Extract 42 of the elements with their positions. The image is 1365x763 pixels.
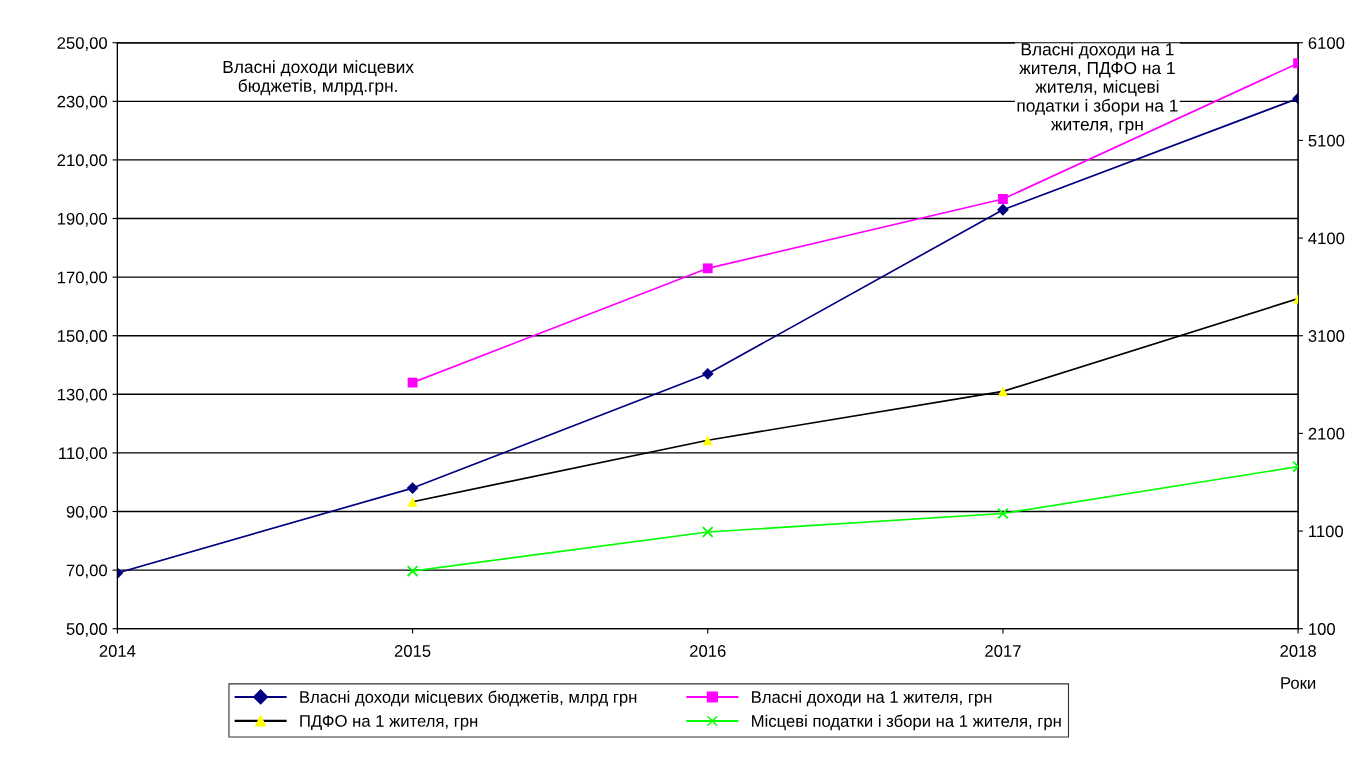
x-tick-label: 2018 — [1280, 645, 1316, 657]
y-tick-label: 130,00 — [57, 388, 108, 403]
x-tick-label: 2014 — [99, 645, 136, 657]
y-tick-label: 70,00 — [66, 564, 108, 579]
legend-label: Місцеві податки і збори на 1 жителя, грн — [752, 714, 1061, 731]
point — [701, 367, 714, 380]
y-tick-label: 210,00 — [57, 154, 108, 169]
legend-label: Власні доходи на 1 жителя, грн — [752, 690, 992, 707]
x-tick-label: 2015 — [394, 645, 431, 657]
point — [701, 526, 714, 538]
y-tick-label: 50,00 — [66, 623, 108, 637]
point — [998, 386, 1008, 397]
legend-label: ПДФО на 1 жителя, грн — [300, 715, 478, 731]
point — [702, 263, 713, 274]
y-tick-label: 90,00 — [66, 505, 108, 520]
y2-tick-label: 6100 — [1308, 37, 1345, 49]
y2-tick-label: 100 — [1309, 623, 1335, 635]
legend-label: Власні доходи місцевих бюджетів, млрд грн — [300, 690, 637, 707]
point — [406, 565, 419, 577]
point — [406, 482, 419, 494]
point — [702, 435, 713, 446]
x-tick-label: 2017 — [985, 645, 1021, 657]
annotation: Власні доходи на 1 жителя, ПДФО на 1 жителя, місцеві податки і збори на 1 жителя, грн — [1017, 42, 1178, 134]
y2-tick-label: 4100 — [1308, 232, 1345, 245]
y2-tick-label: 5100 — [1308, 134, 1345, 147]
y-tick-label: 150,00 — [57, 330, 108, 344]
annotation: Власні доходи місцевих бюджетів, млрд.грн. — [223, 60, 414, 96]
y2-tick-label: 3100 — [1308, 330, 1345, 342]
y-tick-label: 170,00 — [57, 271, 108, 286]
y-tick-label: 110,00 — [59, 447, 108, 462]
y2-tick-label: 2100 — [1308, 427, 1345, 440]
y-tick-label: 190,00 — [57, 212, 108, 227]
y-tick-label: 250,00 — [57, 37, 108, 51]
point — [407, 377, 418, 388]
x-axis-title: Роки — [1281, 677, 1316, 689]
point — [998, 194, 1008, 204]
point — [997, 203, 1009, 216]
y-tick-label: 230,00 — [57, 95, 108, 110]
y2-tick-label: 1100 — [1309, 525, 1344, 538]
point — [997, 507, 1009, 520]
x-tick-label: 2016 — [690, 645, 726, 657]
point — [407, 496, 418, 507]
